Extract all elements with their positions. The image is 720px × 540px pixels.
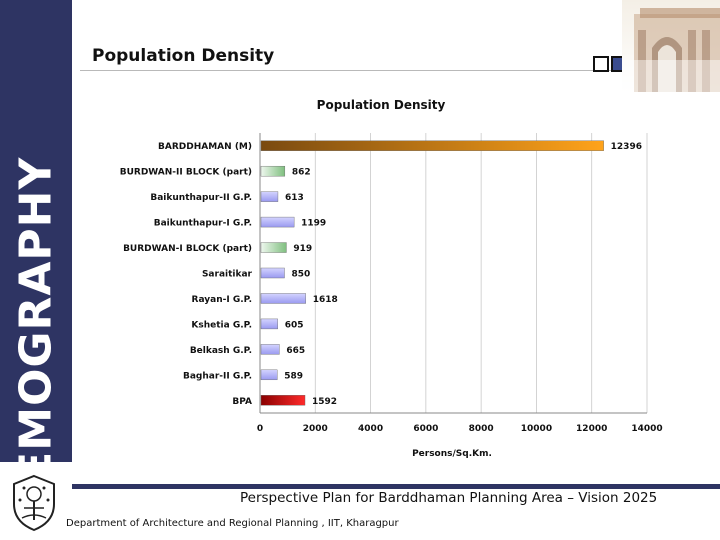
category-label: Rayan-I G.P. — [192, 295, 252, 305]
data-label: 1592 — [312, 397, 337, 407]
population-density-chart: Population Density 0 2000 4000 6000 8000 10000… — [120, 98, 663, 459]
bar — [260, 165, 286, 177]
bar — [260, 216, 295, 228]
bar — [260, 369, 278, 381]
iit-logo-icon — [13, 474, 55, 532]
chart-title: Population Density — [317, 98, 446, 112]
bar — [260, 140, 604, 151]
footer-department: Department of Architecture and Regional … — [66, 518, 399, 529]
data-label: 613 — [285, 193, 304, 203]
footer-bar — [72, 484, 720, 489]
data-label: 605 — [285, 320, 304, 330]
category-label: BARDDHAMAN (M) — [158, 142, 252, 152]
data-label: 862 — [292, 168, 311, 178]
category-label: BPA — [232, 397, 252, 407]
category-label: Kshetia G.P. — [191, 320, 252, 330]
building-photo — [622, 0, 720, 92]
bar — [260, 395, 306, 406]
demography-label: DEMOGRAPHY — [10, 156, 62, 520]
x-tick-label: 2000 — [303, 424, 328, 434]
slide-title: Population Density — [92, 46, 275, 66]
x-tick-label: 4000 — [358, 424, 383, 434]
x-tick-label: 10000 — [521, 424, 552, 434]
data-label: 919 — [293, 244, 312, 254]
category-label: BURDWAN-I BLOCK (part) — [123, 244, 252, 254]
data-label: 850 — [291, 270, 310, 280]
x-tick-label: 14000 — [631, 424, 662, 434]
data-label: 1199 — [301, 219, 326, 229]
x-tick-label: 12000 — [576, 424, 607, 434]
x-axis-label: Persons/Sq.Km. — [412, 449, 492, 459]
footer-title: Perspective Plan for Barddhaman Planning… — [240, 490, 658, 506]
x-tick-label: 0 — [257, 424, 263, 434]
bar — [260, 318, 278, 330]
data-label: 589 — [284, 371, 303, 381]
data-label: 12396 — [611, 142, 642, 152]
bar — [260, 344, 280, 355]
category-label: Baghar-II G.P. — [183, 371, 252, 381]
data-label: 1618 — [313, 295, 338, 305]
category-label: Saraitikar — [202, 270, 253, 280]
category-label: Baikunthapur-I G.P. — [154, 219, 252, 229]
bar — [260, 242, 287, 253]
data-label: 665 — [286, 346, 305, 356]
bar — [260, 191, 279, 202]
bar — [260, 293, 306, 304]
category-label: Belkash G.P. — [190, 346, 252, 356]
category-label: BURDWAN-II BLOCK (part) — [120, 168, 252, 178]
bar — [260, 267, 285, 279]
category-label: Baikunthapur-II G.P. — [150, 193, 252, 203]
x-tick-label: 6000 — [413, 424, 438, 434]
square-icon — [593, 56, 609, 72]
sidebar-band — [0, 0, 72, 462]
title-divider — [80, 70, 640, 71]
sidebar-text-area: DEMOGRAPHY — [0, 0, 72, 520]
x-tick-label: 8000 — [469, 424, 494, 434]
